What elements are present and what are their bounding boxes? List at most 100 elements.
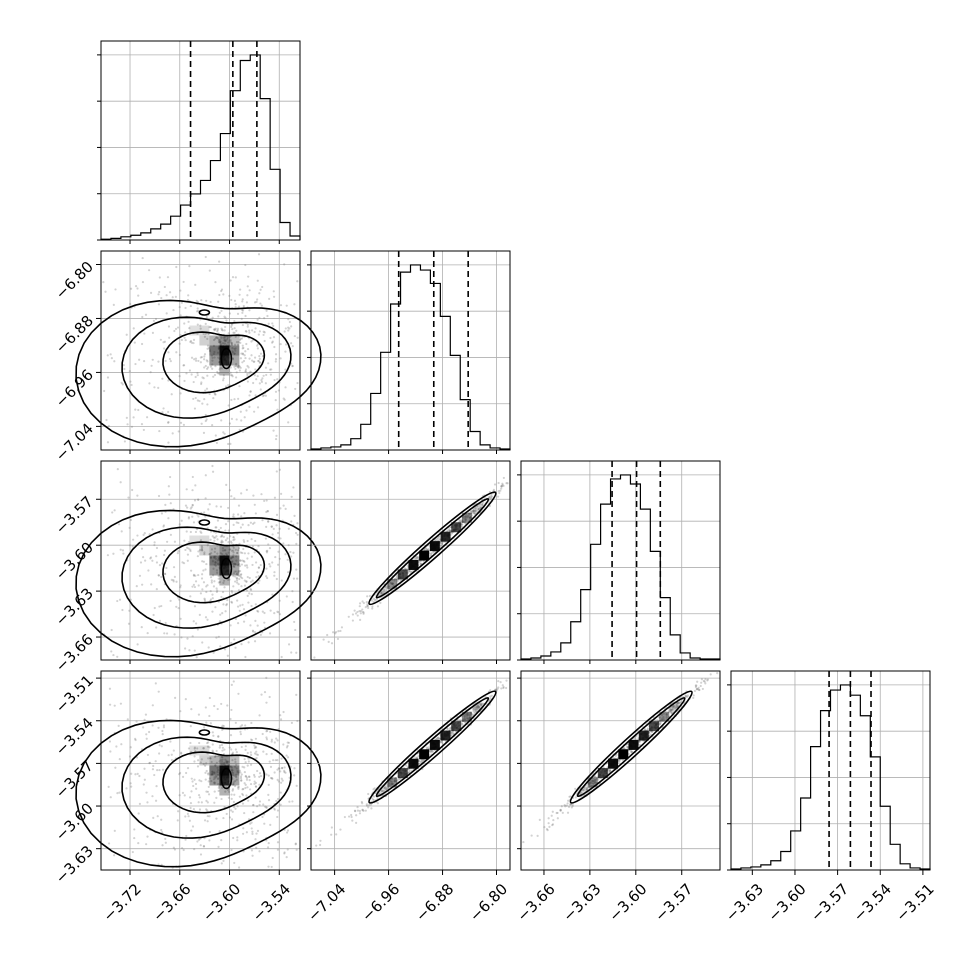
sample-point — [167, 325, 171, 328]
sample-point — [215, 749, 218, 753]
x-tick-label: −3.63 — [722, 880, 767, 925]
sample-point — [239, 733, 242, 736]
sample-point — [155, 555, 158, 558]
sample-point — [243, 512, 246, 515]
sample-point — [370, 807, 373, 810]
sample-point — [296, 577, 299, 580]
sample-point — [224, 529, 227, 532]
sample-point — [271, 561, 274, 564]
sample-point — [497, 686, 500, 689]
sample-point — [274, 353, 278, 356]
sample-point — [224, 338, 227, 341]
sample-point — [230, 325, 233, 329]
sample-point — [218, 341, 221, 344]
sample-point — [247, 641, 250, 644]
sample-point — [382, 591, 385, 594]
sample-point — [189, 806, 192, 810]
sample-point — [163, 572, 167, 575]
sample-point — [436, 736, 440, 739]
sample-point — [136, 534, 139, 537]
sample-point — [479, 704, 483, 707]
sample-point — [351, 613, 355, 616]
sample-point — [266, 510, 270, 513]
sample-point — [179, 710, 182, 713]
sample-point — [466, 711, 469, 714]
sample-point — [424, 547, 428, 550]
sample-point — [211, 363, 214, 366]
sample-point — [227, 383, 230, 387]
sample-point — [126, 423, 129, 426]
sample-point — [220, 839, 223, 842]
sample-point — [197, 550, 200, 553]
sample-point — [225, 760, 228, 763]
sample-point — [232, 565, 235, 568]
sample-point — [430, 749, 433, 753]
sample-point — [281, 767, 284, 770]
sample-point — [130, 383, 133, 387]
sample-point — [214, 281, 217, 284]
sample-point — [356, 806, 359, 809]
contour-island — [198, 519, 211, 526]
sample-point — [285, 746, 289, 749]
sample-point — [233, 861, 236, 865]
sample-point — [215, 441, 219, 445]
sample-point — [200, 549, 204, 552]
sample-point — [205, 769, 208, 773]
sample-point — [235, 751, 238, 754]
sample-point — [704, 678, 707, 681]
sample-point — [343, 815, 346, 819]
density-cell — [219, 785, 230, 796]
sample-point — [353, 809, 357, 812]
sample-point — [161, 733, 164, 736]
sample-point — [176, 819, 179, 822]
sample-point — [430, 551, 433, 555]
sample-point — [253, 775, 256, 778]
sample-point — [240, 563, 244, 566]
sample-point — [240, 419, 243, 422]
sample-point — [358, 610, 361, 613]
sample-point — [258, 292, 261, 295]
sample-point — [125, 416, 128, 419]
sample-point — [155, 588, 158, 591]
contour-level-0 — [75, 509, 322, 658]
sample-point — [158, 429, 161, 433]
sample-point — [157, 690, 160, 693]
sample-point — [232, 536, 235, 539]
sample-point — [366, 604, 369, 608]
sample-point — [223, 549, 226, 552]
sample-point — [492, 488, 495, 491]
sample-point — [383, 588, 386, 592]
sample-point — [431, 749, 434, 753]
sample-point — [409, 570, 413, 573]
sample-point — [215, 336, 218, 339]
sample-point — [117, 523, 121, 526]
sample-point — [273, 574, 276, 577]
sample-point — [142, 428, 145, 432]
sample-point — [247, 775, 251, 778]
sample-point — [208, 815, 211, 818]
sample-point — [490, 497, 493, 500]
sample-point — [499, 681, 502, 684]
sample-point — [275, 524, 278, 527]
sample-point — [287, 571, 290, 574]
sample-point — [203, 358, 206, 361]
sample-point — [141, 315, 144, 319]
sample-point — [407, 771, 411, 774]
sample-point — [279, 791, 282, 794]
sample-point — [390, 782, 393, 786]
sample-point — [261, 610, 264, 613]
sample-point — [406, 564, 409, 567]
sample-point — [196, 323, 199, 326]
sample-point — [263, 611, 266, 615]
sample-point — [437, 737, 440, 741]
sample-point — [153, 773, 156, 777]
sample-point — [130, 785, 133, 788]
sample-point — [229, 336, 232, 339]
sample-point — [249, 521, 252, 524]
sample-point — [169, 475, 172, 479]
sample-point — [230, 298, 233, 302]
sample-point — [262, 374, 265, 377]
sample-point — [229, 809, 233, 812]
sample-point — [164, 573, 167, 576]
sample-point — [140, 342, 144, 346]
